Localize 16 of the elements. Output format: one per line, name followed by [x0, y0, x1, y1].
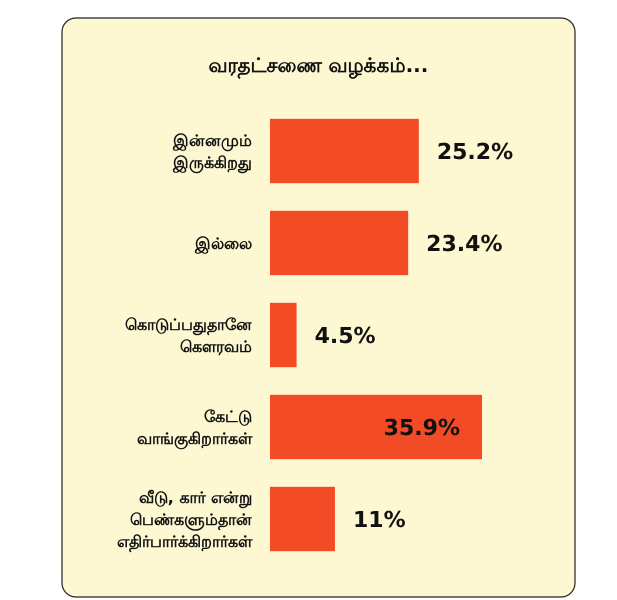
bar: [270, 394, 482, 460]
data-label: 25.2%: [436, 140, 514, 165]
data-label: 11%: [352, 508, 406, 533]
y-tick-label: கொடுப்பதுதானே கௌரவம்: [125, 315, 252, 356]
data-label: 23.4%: [426, 232, 503, 257]
data-label: 4.5%: [314, 324, 376, 349]
bar: [270, 486, 335, 552]
y-tick-label: கேட்டு வாங்குகிறார்கள்: [137, 407, 253, 450]
bar: [270, 118, 419, 184]
y-tick-label: வீடு, கார் என்று பெண்களும்தான் எதிர்பார்க்கிறார்கள்: [117, 488, 253, 552]
bar: [270, 210, 408, 276]
bar: [270, 302, 297, 368]
y-tick-label: இல்லை: [194, 234, 252, 254]
chart-title: வரதட்சணை வழக்கம்...: [208, 53, 428, 79]
y-tick-label: இன்னமும் இருக்கிறது: [172, 131, 252, 173]
data-label: 35.9%: [384, 416, 460, 441]
